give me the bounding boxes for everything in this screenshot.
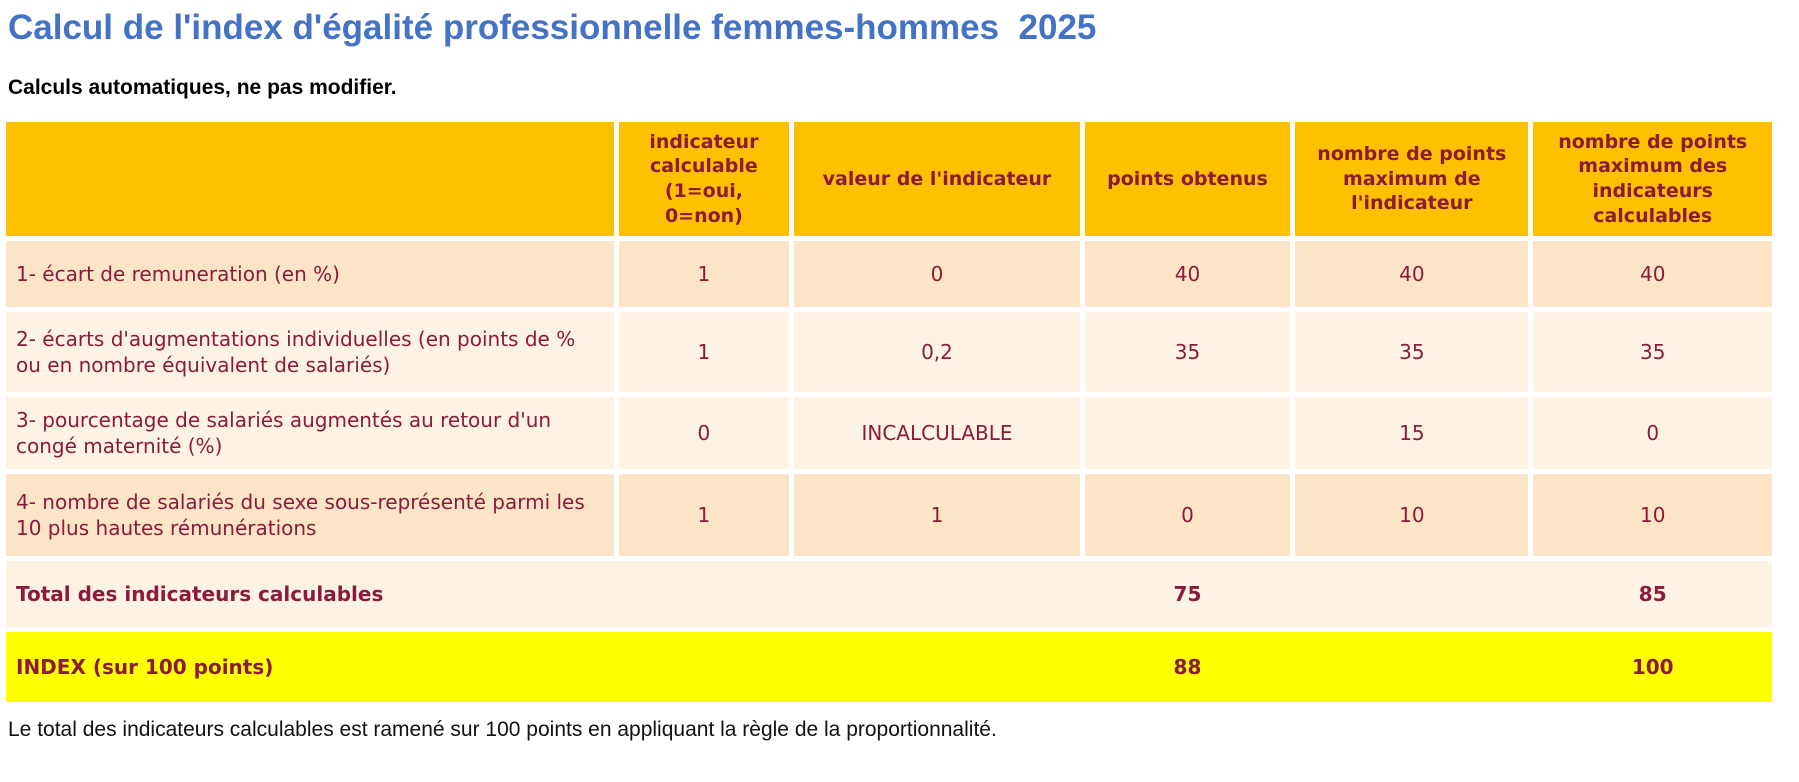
worksheet: Calcul de l'index d'égalité professionne… — [6, 8, 1772, 741]
table-row-indicator-4: 4- nombre de salariés du sexe sous-repré… — [6, 474, 1772, 556]
page-subtitle: Calculs automatiques, ne pas modifier. — [8, 76, 397, 99]
cell-max-calculables[interactable]: 35 — [1533, 312, 1772, 392]
row-label: 4- nombre de salariés du sexe sous-repré… — [6, 474, 614, 556]
table-row-indicator-3: 3- pourcentage de salariés augmentés au … — [6, 397, 1772, 469]
cell-points[interactable] — [1084, 397, 1291, 469]
row-label: 2- écarts d'augmentations individuelles … — [6, 312, 614, 392]
header-cell-valeur-indicateur: valeur de l'indicateur — [794, 122, 1080, 236]
cell-points[interactable]: 0 — [1084, 474, 1291, 556]
cell-valeur[interactable]: 1 — [794, 474, 1080, 556]
header-cell-indicateur-calculable: indicateur calculable (1=oui, 0=non) — [618, 122, 790, 236]
index-row: INDEX (sur 100 points) 88 100 — [6, 632, 1772, 702]
row-label: 1- écart de remuneration (en %) — [6, 241, 614, 307]
total-row: Total des indicateurs calculables 75 85 — [6, 561, 1772, 627]
cell-max-indicateur[interactable]: 40 — [1295, 241, 1529, 307]
index-label: INDEX (sur 100 points) — [16, 655, 274, 679]
table-row-indicator-2: 2- écarts d'augmentations individuelles … — [6, 312, 1772, 392]
cell-valeur[interactable]: 0 — [794, 241, 1080, 307]
cell-max-calculables[interactable]: 0 — [1533, 397, 1772, 469]
proportionality-footnote: Le total des indicateurs calculables est… — [8, 718, 997, 741]
cell-max-indicateur[interactable]: 15 — [1295, 397, 1529, 469]
page-title: Calcul de l'index d'égalité professionne… — [8, 8, 1097, 47]
cell-calculable[interactable]: 0 — [618, 397, 790, 469]
cell-max-calculables[interactable]: 10 — [1533, 474, 1772, 556]
table-header-row: indicateur calculable (1=oui, 0=non) val… — [6, 122, 1772, 236]
cell-max-indicateur[interactable]: 35 — [1295, 312, 1529, 392]
cell-max-indicateur[interactable]: 10 — [1295, 474, 1529, 556]
header-cell-empty — [6, 122, 614, 236]
header-cell-max-calculables: nombre de points maximum des indicateurs… — [1533, 122, 1772, 236]
cell-calculable[interactable]: 1 — [618, 474, 790, 556]
index-max-calculables[interactable]: 100 — [1631, 655, 1674, 679]
total-label: Total des indicateurs calculables — [16, 582, 384, 606]
cell-valeur[interactable]: 0,2 — [794, 312, 1080, 392]
table-row-indicator-1: 1- écart de remuneration (en %) 1 0 40 4… — [6, 241, 1772, 307]
header-cell-max-indicateur: nombre de points maximum de l'indicateur — [1295, 122, 1529, 236]
cell-points[interactable]: 35 — [1084, 312, 1291, 392]
cell-max-calculables[interactable]: 40 — [1533, 241, 1772, 307]
header-cell-points-obtenus: points obtenus — [1084, 122, 1291, 236]
row-label: 3- pourcentage de salariés augmentés au … — [6, 397, 614, 469]
total-points[interactable]: 75 — [1173, 582, 1202, 606]
index-points[interactable]: 88 — [1173, 655, 1202, 679]
cell-points[interactable]: 40 — [1084, 241, 1291, 307]
cell-calculable[interactable]: 1 — [618, 241, 790, 307]
equality-index-table: indicateur calculable (1=oui, 0=non) val… — [6, 122, 1772, 702]
cell-calculable[interactable]: 1 — [618, 312, 790, 392]
cell-valeur[interactable]: INCALCULABLE — [794, 397, 1080, 469]
total-max-calculables[interactable]: 85 — [1638, 582, 1667, 606]
